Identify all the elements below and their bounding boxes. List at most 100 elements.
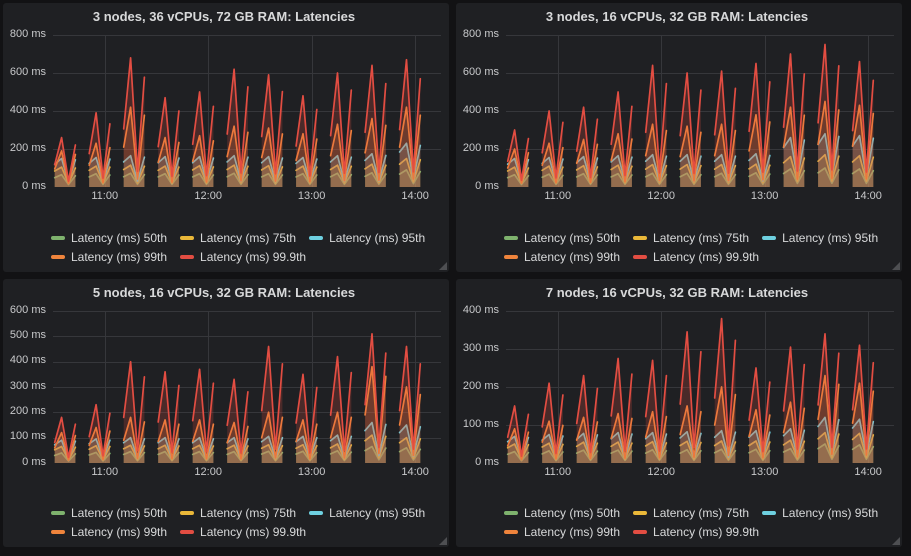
legend-label: Latency (ms) 99th	[71, 525, 168, 539]
y-axis-labels: 400 ms 300 ms 200 ms 100 ms 0 ms	[460, 304, 506, 468]
y-tick-label: 0 ms	[22, 180, 46, 192]
series-line-latency-ms-75th	[122, 164, 146, 184]
legend-item-99th[interactable]: Latency (ms) 99th	[51, 250, 167, 264]
series-line-latency-ms-99-9th	[541, 110, 564, 179]
series-line-latency-ms-99-9th	[191, 91, 215, 177]
legend-swatch-999th	[180, 254, 195, 259]
series-line-latency-ms-50th	[506, 450, 530, 462]
series-line-latency-ms-95th	[851, 417, 875, 456]
panel-resize-handle-icon[interactable]	[439, 261, 447, 270]
series-line-latency-ms-99th	[575, 138, 599, 184]
legend-item-50th[interactable]: Latency (ms) 50th	[51, 231, 167, 245]
series-line-latency-ms-50th	[851, 443, 875, 460]
series-line-latency-ms-95th	[398, 423, 422, 457]
legend-item-999th[interactable]: Latency (ms) 99.9th	[633, 525, 759, 539]
series-line-latency-ms-75th	[226, 164, 249, 184]
legend-item-999th[interactable]: Latency (ms) 99.9th	[180, 250, 306, 264]
series-line-latency-ms-99th	[122, 106, 146, 180]
series-line-latency-ms-75th	[398, 157, 422, 183]
y-tick-label: 0 ms	[22, 455, 46, 468]
series-line-latency-ms-95th	[122, 436, 146, 459]
legend-item-95th[interactable]: Latency (ms) 95th	[762, 231, 878, 245]
series-line-latency-ms-95th	[679, 430, 702, 458]
legend-item-50th[interactable]: Latency (ms) 50th	[504, 231, 620, 245]
series-line-latency-ms-95th	[88, 437, 111, 460]
panel-title[interactable]: 3 nodes, 36 vCPUs, 72 GB RAM: Latencies	[92, 9, 356, 24]
legend-item-95th[interactable]: Latency (ms) 95th	[309, 231, 425, 245]
series-line-latency-ms-99th	[88, 426, 111, 460]
legend-label: Latency (ms) 75th	[653, 230, 750, 245]
x-tick-label: 13:00	[750, 465, 779, 478]
series-line-latency-ms-99-9th	[644, 64, 668, 174]
legend: Latency (ms) 50th Latency (ms) 75th Late…	[51, 231, 441, 264]
series-line-latency-ms-50th	[329, 449, 353, 461]
legend-item-999th[interactable]: Latency (ms) 99.9th	[633, 250, 759, 264]
x-tick-label: 14:00	[854, 465, 882, 478]
legend-item-99th[interactable]: Latency (ms) 99th	[504, 250, 620, 264]
series-line-latency-ms-50th	[782, 447, 806, 461]
series-line-latency-ms-99-9th	[226, 68, 249, 174]
legend-swatch-99th	[504, 254, 518, 259]
series-line-latency-ms-50th	[679, 448, 702, 461]
series-line-latency-ms-95th	[191, 436, 215, 459]
series-line-latency-ms-99-9th	[122, 56, 146, 173]
panel-resize-handle-icon[interactable]	[892, 261, 900, 270]
series-line-latency-ms-75th	[851, 432, 875, 459]
panel-title[interactable]: 3 nodes, 16 vCPUs, 32 GB RAM: Latencies	[545, 9, 809, 24]
legend-swatch-75th	[633, 511, 648, 515]
x-tick-label: 11:00	[544, 190, 572, 202]
legend-item-75th[interactable]: Latency (ms) 75th	[180, 506, 296, 520]
y-tick-label: 600 ms	[462, 66, 499, 78]
plot-area[interactable]	[506, 35, 894, 187]
legend-label: Latency (ms) 95th	[329, 230, 426, 245]
series-line-latency-ms-99th	[817, 374, 840, 455]
x-tick-label: 13:00	[297, 190, 326, 202]
legend-label: Latency (ms) 99.9th	[653, 525, 760, 539]
legend-item-95th[interactable]: Latency (ms) 95th	[762, 506, 878, 520]
series-line-latency-ms-99th	[851, 104, 875, 180]
legend-swatch-99th	[51, 530, 65, 534]
panel-title[interactable]: 5 nodes, 16 vCPUs, 32 GB RAM: Latencies	[92, 284, 356, 300]
series-line-latency-ms-99th	[191, 418, 215, 460]
panel-3nodes-36vcpu: 3 nodes, 36 vCPUs, 72 GB RAM: Latencies …	[3, 3, 449, 272]
legend-item-75th[interactable]: Latency (ms) 75th	[633, 231, 749, 245]
series-line-latency-ms-99-9th	[295, 94, 318, 177]
legend-swatch-999th	[180, 530, 195, 534]
series-line-latency-ms-99-9th	[226, 378, 249, 454]
plot-area[interactable]	[506, 310, 894, 463]
series-line-latency-ms-75th	[541, 441, 564, 460]
plot-area[interactable]	[53, 35, 441, 187]
plot-area[interactable]	[53, 310, 441, 463]
series-line-latency-ms-99-9th	[191, 367, 215, 453]
legend: Latency (ms) 50th Latency (ms) 75th Late…	[51, 506, 441, 539]
panel-resize-handle-icon[interactable]	[892, 537, 900, 545]
series-line-latency-ms-99-9th	[541, 381, 564, 454]
legend: Latency (ms) 50th Latency (ms) 75th Late…	[504, 506, 894, 539]
series-line-latency-ms-99-9th	[398, 345, 422, 450]
series-line-latency-ms-75th	[364, 163, 387, 184]
series-line-latency-ms-95th	[157, 436, 180, 459]
series-line-latency-ms-99-9th	[644, 359, 668, 452]
legend-item-75th[interactable]: Latency (ms) 75th	[633, 506, 749, 520]
legend-item-99th[interactable]: Latency (ms) 99th	[504, 525, 620, 539]
legend-item-99th[interactable]: Latency (ms) 99th	[51, 525, 167, 539]
series-line-latency-ms-99th	[226, 125, 249, 182]
panel-resize-handle-icon[interactable]	[439, 537, 447, 545]
series-line-latency-ms-95th	[541, 156, 564, 183]
legend-item-999th[interactable]: Latency (ms) 99.9th	[180, 525, 306, 539]
legend-item-50th[interactable]: Latency (ms) 50th	[504, 506, 620, 520]
series-line-latency-ms-99th	[610, 412, 633, 459]
series-line-latency-ms-99th	[748, 113, 771, 181]
legend-swatch-99th	[51, 254, 65, 259]
series-line-latency-ms-99th	[88, 142, 111, 184]
series-line-latency-ms-75th	[329, 164, 353, 184]
legend-label: Latency (ms) 99th	[524, 249, 621, 264]
legend-item-75th[interactable]: Latency (ms) 75th	[180, 231, 296, 245]
series-line-latency-ms-99th	[782, 106, 806, 180]
legend-item-95th[interactable]: Latency (ms) 95th	[309, 506, 425, 520]
panel-title[interactable]: 7 nodes, 16 vCPUs, 32 GB RAM: Latencies	[545, 284, 809, 300]
series-line-latency-ms-99-9th	[53, 416, 77, 458]
legend-label: Latency (ms) 50th	[524, 230, 621, 245]
legend-item-50th[interactable]: Latency (ms) 50th	[51, 506, 167, 520]
